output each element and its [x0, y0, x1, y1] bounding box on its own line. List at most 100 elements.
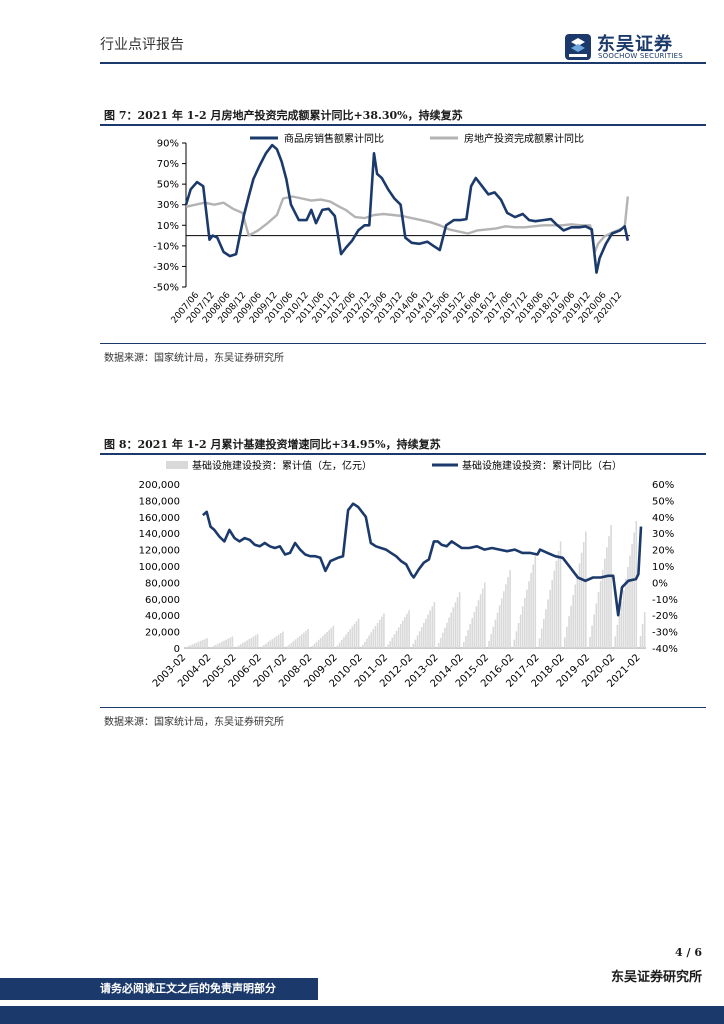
report-type: 行业点评报告	[100, 37, 184, 53]
logo-english-name: SOOCHOW SECURITIES	[598, 52, 683, 60]
fig8-left-tick-label: 160,000	[139, 513, 180, 524]
fig8-bar	[477, 600, 480, 648]
figure7-chart: 90%70%50%30%10%-10%-30%-50%2007/062007/1…	[153, 132, 630, 326]
fig8-legend-line-label: 基础设施建设投资：累计同比（右）	[462, 459, 622, 472]
fig8-bar	[200, 640, 202, 648]
fig8-bar	[244, 641, 246, 648]
fig8-bar	[197, 641, 200, 648]
fig8-bar	[629, 555, 631, 648]
fig8-bar	[355, 621, 358, 648]
fig8-bar	[235, 646, 238, 648]
fig8-bar	[290, 642, 293, 648]
figure7-top-rule	[100, 124, 706, 126]
fig8-left-tick-label: 60,000	[145, 595, 180, 606]
page-number: 4 / 6	[675, 946, 702, 959]
figure8-title: 图 8：2021 年 1-2 月累计基建投资增速同比+34.95%，持续复苏	[104, 438, 441, 451]
fig7-series-line	[185, 195, 629, 254]
fig8-bar	[452, 607, 455, 648]
fig8-bar	[414, 639, 417, 648]
fig8-bar	[330, 627, 333, 648]
fig8-bar	[429, 610, 431, 648]
fig8-bar	[317, 639, 320, 648]
fig8-bar	[263, 645, 265, 648]
fig8-bar	[547, 599, 549, 648]
fig8-right-tick-label: -30%	[652, 628, 678, 639]
fig7-y-tick-label: -30%	[153, 262, 179, 273]
fig8-bar	[269, 640, 272, 648]
fig8-bar	[437, 642, 440, 648]
fig8-bar	[521, 606, 524, 648]
fig8-bar	[391, 637, 394, 648]
brand-logo: 东吴证券 SOOCHOW SECURITIES	[563, 32, 713, 64]
fig8-bar	[553, 570, 556, 648]
fig7-y-tick-label: 10%	[157, 221, 179, 232]
fig8-bar	[416, 635, 419, 648]
fig8-bar	[580, 552, 583, 648]
logo-chinese-name: 东吴证券	[597, 34, 673, 55]
fig8-right-tick-label: 40%	[652, 513, 674, 524]
fig8-left-tick-label: 180,000	[139, 496, 180, 507]
fig8-bar	[564, 637, 566, 648]
fig8-bar	[265, 643, 267, 648]
fig8-yoy-line	[202, 502, 643, 617]
fig8-left-tick-label: 100,000	[139, 562, 180, 573]
fig8-bar	[620, 601, 623, 648]
figure7-title: 图 7：2021 年 1-2 月房地产投资完成额累计同比+38.30%，持续复苏	[104, 109, 463, 122]
fig8-bar	[370, 632, 372, 648]
fig8-bar	[591, 625, 593, 648]
fig8-bar	[399, 624, 402, 648]
fig8-bar	[635, 520, 638, 648]
fig8-bar	[494, 619, 497, 648]
fig8-bar	[515, 631, 518, 648]
fig8-bar	[210, 647, 213, 648]
fig8-right-tick-label: -40%	[652, 644, 678, 655]
fig8-bar	[412, 643, 415, 648]
fig8-bar	[442, 632, 444, 648]
fig8-bar	[305, 630, 307, 648]
fig7-legend-label: 房地产投资完成额累计同比	[464, 132, 584, 145]
fig8-left-tick-label: 200,000	[139, 480, 180, 491]
fig8-bar	[216, 643, 219, 648]
fig8-bar	[606, 547, 608, 648]
fig8-bar	[332, 625, 335, 648]
fig8-bar	[294, 639, 297, 648]
fig8-bar	[631, 544, 633, 648]
fig8-bar	[267, 642, 269, 648]
footer-org-name: 东吴证券研究所	[610, 970, 702, 985]
fig8-bar	[351, 626, 354, 648]
fig8-bar	[189, 645, 192, 648]
fig8-bar	[397, 627, 400, 648]
fig8-bar	[366, 638, 368, 648]
fig8-bar	[610, 525, 612, 648]
figure8-bottom-rule	[100, 707, 706, 708]
fig8-bar	[431, 606, 434, 648]
fig8-bar	[593, 614, 595, 648]
fig8-bar	[324, 633, 326, 648]
fig8-bar	[568, 616, 570, 648]
fig8-right-tick-label: 30%	[652, 529, 674, 540]
fig8-right-tick-label: 10%	[652, 562, 674, 573]
fig8-bar	[643, 612, 646, 648]
fig8-bar	[433, 602, 436, 648]
fig8-left-tick-label: 80,000	[145, 578, 180, 589]
fig8-bar	[204, 639, 206, 648]
fig8-bar	[368, 635, 370, 648]
fig8-bar	[319, 637, 322, 648]
fig8-right-tick-label: 0%	[652, 578, 668, 589]
fig8-left-tick-label: 20,000	[145, 628, 180, 639]
fig8-bar	[578, 563, 581, 648]
fig8-bar	[341, 639, 343, 648]
fig8-bar	[469, 624, 471, 648]
fig8-bar	[261, 646, 263, 648]
fig8-bar	[275, 636, 278, 648]
fig8-bar	[534, 556, 537, 648]
fig8-bar	[446, 622, 448, 648]
fig8-bar	[608, 536, 610, 648]
fig8-bar	[242, 642, 244, 648]
fig8-bar	[246, 640, 248, 648]
fig8-bar	[597, 592, 600, 648]
fig8-bar	[221, 641, 223, 648]
fig8-right-tick-label: 50%	[652, 496, 674, 507]
fig8-bar	[488, 640, 490, 648]
fig8-bar	[467, 630, 469, 648]
